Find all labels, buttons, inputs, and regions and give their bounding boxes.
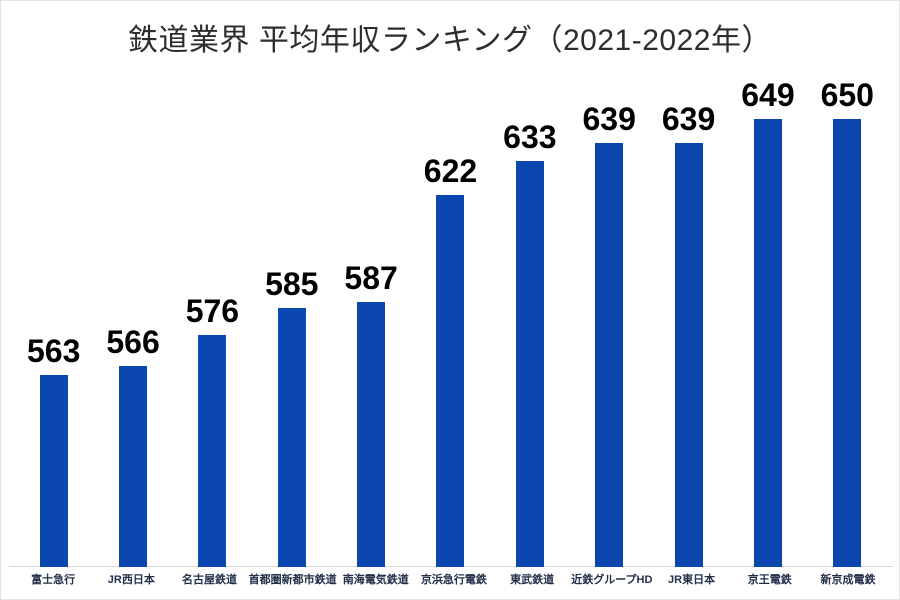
category-label: JR西日本 bbox=[107, 574, 155, 586]
category-label: 南海電気鉄道 bbox=[342, 574, 409, 586]
value-label: 585 bbox=[265, 265, 319, 302]
value-label: 576 bbox=[185, 293, 240, 330]
bar-column: 650 bbox=[808, 79, 887, 567]
category-label: 京浜急行電鉄 bbox=[420, 574, 487, 586]
value-label: 649 bbox=[741, 77, 795, 113]
bar bbox=[674, 143, 703, 567]
bar bbox=[277, 307, 306, 567]
bar bbox=[595, 143, 624, 567]
value-label: 566 bbox=[106, 323, 160, 360]
category-label: 京王電鉄 bbox=[747, 574, 792, 586]
bar bbox=[119, 365, 148, 567]
chart-title: 鉄道業界 平均年収ランキング（2021-2022年） bbox=[128, 24, 772, 57]
category-label: 東武鉄道 bbox=[510, 574, 555, 586]
value-label: 587 bbox=[344, 259, 398, 296]
value-label: 633 bbox=[503, 119, 557, 156]
bar-column: 639 bbox=[649, 79, 728, 567]
bar-column: 585 bbox=[252, 79, 331, 567]
category-label: 近鉄グループHD bbox=[571, 574, 653, 586]
category-label: 新京成電鉄 bbox=[820, 574, 876, 586]
category-labels-row: 富士急行 JR西日本 名古屋鉄道 首都圏新都市鉄道 南海電気鉄道 京浜急行電鉄 東武鉄道 近鉄… bbox=[14, 574, 887, 587]
bar bbox=[753, 119, 782, 567]
bar-column: 649 bbox=[728, 79, 807, 567]
category-label: JR東日本 bbox=[668, 574, 716, 586]
category-label: 首都圏新都市鉄道 bbox=[248, 574, 337, 586]
bar-column: 563 bbox=[14, 79, 93, 567]
value-label: 639 bbox=[582, 101, 636, 138]
bar bbox=[833, 119, 862, 567]
value-label: 563 bbox=[26, 332, 81, 369]
bar bbox=[357, 301, 386, 567]
category-label: 名古屋鉄道 bbox=[182, 574, 237, 586]
category-label: 富士急行 bbox=[31, 574, 76, 586]
bar bbox=[39, 374, 68, 567]
plot-area: 563 566 576 585 587 622 633 639 639 649 650 bbox=[14, 79, 887, 567]
bar bbox=[515, 161, 544, 567]
value-label: 650 bbox=[820, 77, 874, 113]
value-label: 639 bbox=[661, 101, 716, 138]
bar bbox=[198, 335, 227, 567]
bar-column: 633 bbox=[490, 79, 569, 567]
bar-column: 576 bbox=[173, 79, 252, 567]
bar-column: 587 bbox=[331, 79, 410, 567]
bar-column: 622 bbox=[411, 79, 490, 567]
bar-column: 639 bbox=[570, 79, 649, 567]
value-label: 622 bbox=[423, 152, 478, 189]
bar-column: 566 bbox=[93, 79, 172, 567]
bar bbox=[436, 194, 465, 567]
